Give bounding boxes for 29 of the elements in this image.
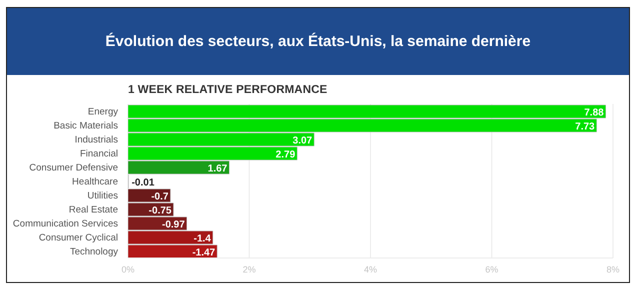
- data-label: -1.47: [192, 248, 216, 258]
- y-tick-label: Energy: [88, 106, 118, 118]
- x-tick-label: 2%: [242, 264, 256, 274]
- chart-title: Évolution des secteurs, aux États-Unis, la semaine dernière: [7, 8, 629, 75]
- data-label: -0.75: [148, 206, 172, 216]
- y-tick-label: Communication Services: [12, 218, 118, 230]
- x-tick-label: 4%: [364, 264, 378, 274]
- y-tick-label: Utilities: [87, 190, 118, 202]
- data-label: -0.97: [162, 220, 186, 230]
- y-tick-label: Financial: [80, 148, 118, 160]
- data-label: 1.67: [208, 164, 228, 174]
- x-tick-label: 6%: [485, 264, 498, 274]
- data-label: -0.01: [132, 178, 155, 188]
- y-tick-label: Real Estate: [68, 204, 118, 216]
- y-tick-label: Technology: [70, 246, 118, 258]
- y-tick-label: Healthcare: [72, 176, 118, 188]
- data-label: -1.4: [194, 234, 212, 244]
- x-tick-label: 0%: [121, 264, 135, 274]
- data-label: 3.07: [292, 136, 313, 146]
- data-label: 7.88: [584, 108, 604, 118]
- data-label: 7.73: [575, 122, 596, 132]
- y-tick-label: Consumer Defensive: [29, 162, 118, 174]
- y-tick-label: Consumer Cyclical: [38, 232, 118, 244]
- x-tick-label: 8%: [606, 264, 620, 274]
- y-tick-label: Basic Materials: [54, 120, 118, 132]
- data-label: 2.79: [276, 150, 296, 160]
- chart-subtitle: 1 WEEK RELATIVE PERFORMANCE: [128, 84, 328, 96]
- data-label: -0.7: [151, 192, 169, 202]
- y-tick-label: Industrials: [74, 134, 118, 146]
